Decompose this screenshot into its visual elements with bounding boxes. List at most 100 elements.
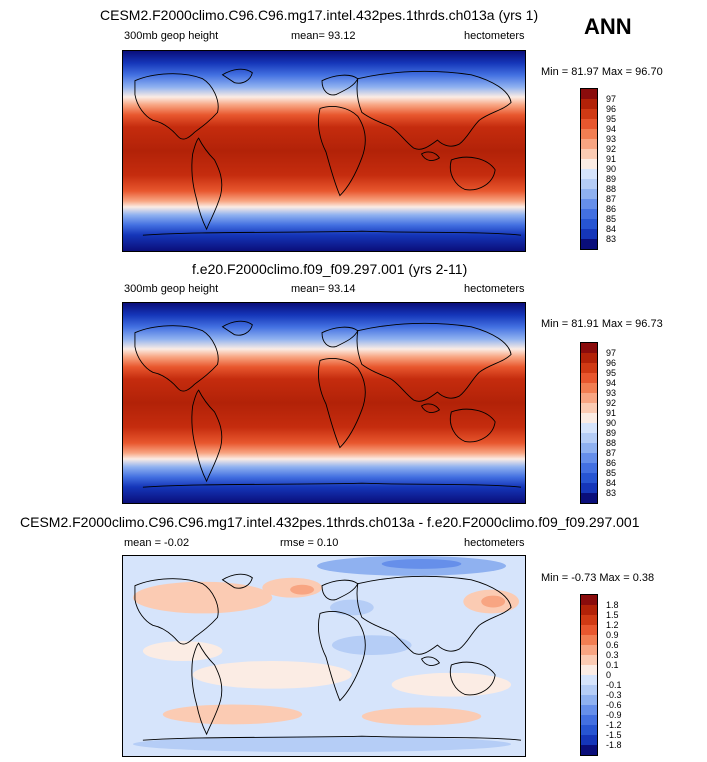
colorbar-swatch [581,463,597,473]
colorbar-swatch [581,423,597,433]
colorbar-swatch [581,595,597,605]
colorbar-tick-label: 1.8 [606,600,619,610]
colorbar-swatch [581,605,597,615]
colorbar-tick-label: 88 [606,438,617,448]
colorbar-tick-label: 83 [606,488,617,498]
season-label: ANN [584,14,632,39]
colorbar-swatch [581,159,597,169]
colorbar-tick-label: 84 [606,224,617,234]
colorbar-swatch [581,403,597,413]
panel-1-title: CESM2.F2000climo.C96.C96.mg17.intel.432p… [100,7,539,23]
panel-3-anomalies [132,556,520,753]
colorbar-swatch [581,695,597,705]
panel-1-minmax: Min = 81.97 Max = 96.70 [541,66,663,78]
colorbar-swatch [581,209,597,219]
colorbar-tick-label: -1.5 [606,730,622,740]
panel-2-variable-label: 300mb geop height [124,283,219,295]
colorbar-tick-label: -0.9 [606,710,622,720]
colorbar-tick-label: 89 [606,174,617,184]
colorbar-swatch [581,473,597,483]
colorbar-tick-label: 0.9 [606,630,619,640]
panel-3-minmax: Min = -0.73 Max = 0.38 [541,572,655,584]
colorbar-tick-label: 1.5 [606,610,619,620]
panel-3-map [122,555,526,757]
colorbar-swatch [581,99,597,109]
panel-2-units-label: hectometers [464,283,525,295]
panel-2-map-svg [123,303,525,503]
colorbar-swatch [581,169,597,179]
panel-3-title: CESM2.F2000climo.C96.C96.mg17.intel.432p… [20,514,640,530]
colorbar-tick-label: 91 [606,408,617,418]
colorbar-swatch [581,735,597,745]
colorbar-tick-label: 86 [606,204,617,214]
colorbar-swatch [581,705,597,715]
colorbar-swatch [581,383,597,393]
colorbar-tick-label: 0 [606,670,612,680]
colorbar-swatch [581,353,597,363]
colorbar-tick-label: 96 [606,358,617,368]
panel-2-mean-label: mean= 93.14 [291,283,356,295]
colorbar-tick-label: -1.8 [606,740,622,750]
panel-1-mean-label: mean= 93.12 [291,30,356,42]
colorbar-swatch [581,715,597,725]
panel-1-variable-label: 300mb geop height [124,30,219,42]
colorbar-tick-label: 85 [606,468,617,478]
panel-1-units-label: hectometers [464,30,525,42]
colorbar-tick-label: 90 [606,164,617,174]
panel-3-map-svg [123,556,525,756]
panel-3-mean-label: mean = -0.02 [124,537,190,549]
colorbar-swatch [581,229,597,239]
colorbar-swatch [581,239,597,249]
colorbar-swatch [581,189,597,199]
colorbar-tick-label: -0.3 [606,690,622,700]
colorbar-tick-label: 89 [606,428,617,438]
colorbar-swatch [581,443,597,453]
colorbar-swatch [581,483,597,493]
panel-1-coastlines [134,68,522,236]
panel-3-units-label: hectometers [464,537,525,549]
colorbar-swatch [581,635,597,645]
colorbar-tick-label: 93 [606,388,617,398]
colorbar-swatch [581,685,597,695]
colorbar-tick-label: 84 [606,478,617,488]
colorbar-swatch [581,139,597,149]
colorbar-tick-label: 97 [606,94,617,104]
colorbar-swatch [581,393,597,403]
colorbar-tick-label: -0.1 [606,680,622,690]
colorbar-tick-label: 90 [606,418,617,428]
panel-3-coastlines [134,573,522,741]
colorbar-tick-label: -0.6 [606,700,622,710]
colorbar-swatch [581,373,597,383]
colorbar-swatch [581,89,597,99]
colorbar-swatch [581,219,597,229]
colorbar-tick-label: 86 [606,458,617,468]
colorbar-swatch [581,149,597,159]
colorbar-swatch [581,363,597,373]
panel-2-minmax: Min = 81.91 Max = 96.73 [541,318,663,330]
panel-3-rmse-label: rmse = 0.10 [280,537,339,549]
colorbar-tick-label: 1.2 [606,620,619,630]
colorbar-tick-label: 92 [606,398,617,408]
colorbar-tick-label: 87 [606,194,617,204]
colorbar-tick-label: 83 [606,234,617,244]
colorbar-swatch [581,129,597,139]
colorbar-swatch [581,645,597,655]
colorbar-tick-label: 87 [606,448,617,458]
panel-2-coastlines [134,320,522,488]
colorbar-swatch [581,675,597,685]
colorbar-tick-label: 94 [606,124,617,134]
colorbar-swatch [581,343,597,353]
colorbar-swatch [581,413,597,423]
colorbar-tick-label: 96 [606,104,617,114]
panel-2-map [122,302,526,504]
colorbar-swatch [581,655,597,665]
panel-1-colorbar-swatches [580,88,598,250]
panel-2-field [123,303,525,503]
colorbar-tick-label: 92 [606,144,617,154]
colorbar-swatch [581,433,597,443]
colorbar-tick-label: 88 [606,184,617,194]
colorbar-swatch [581,119,597,129]
colorbar-tick-label: 0.6 [606,640,619,650]
colorbar-swatch [581,199,597,209]
colorbar-swatch [581,179,597,189]
